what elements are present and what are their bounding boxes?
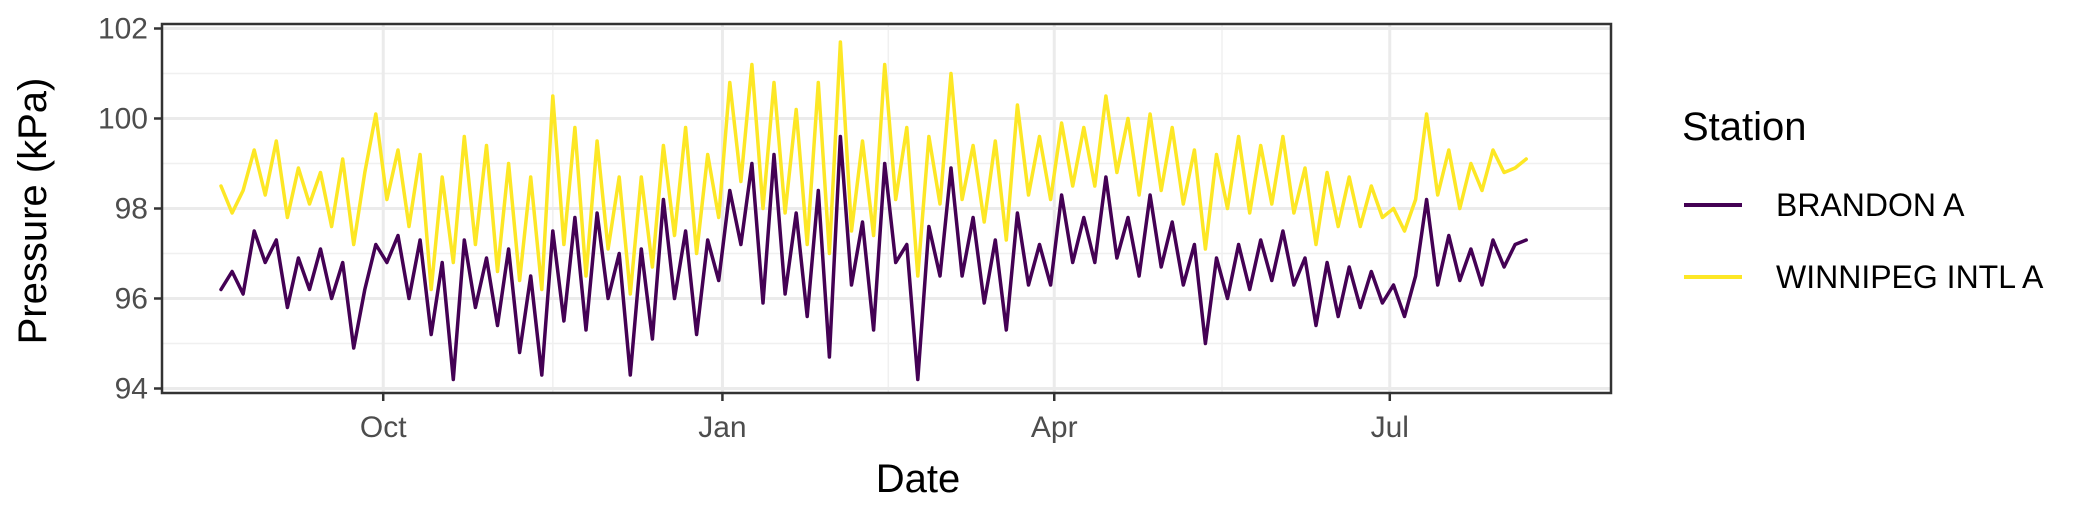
x-tick-label: Jan bbox=[698, 411, 746, 444]
x-axis: Oct Jan Apr Jul bbox=[360, 393, 1409, 444]
series-line-2 bbox=[219, 40, 1528, 296]
legend-label-1: BRANDON A bbox=[1776, 187, 1965, 223]
x-tick-label: Apr bbox=[1031, 411, 1078, 444]
y-axis-title: Pressure (kPa) bbox=[11, 78, 55, 345]
y-tick-label: 98 bbox=[115, 193, 148, 226]
legend-title: Station bbox=[1682, 105, 1807, 149]
y-tick-label: 102 bbox=[98, 13, 148, 46]
x-axis-title: Date bbox=[876, 457, 961, 501]
legend: Station BRANDON A WINNIPEG INTL A bbox=[1682, 105, 2044, 295]
series-line-1 bbox=[219, 134, 1528, 382]
y-tick-label: 100 bbox=[98, 103, 148, 136]
legend-label-2: WINNIPEG INTL A bbox=[1776, 259, 2044, 295]
x-tick-label: Oct bbox=[360, 411, 407, 444]
grid-major bbox=[162, 24, 1611, 393]
x-tick-label: Jul bbox=[1371, 411, 1409, 444]
series-layer bbox=[219, 40, 1528, 382]
y-axis: 94 96 98 100 102 bbox=[98, 13, 162, 406]
y-tick-label: 96 bbox=[115, 283, 148, 316]
y-tick-label: 94 bbox=[115, 373, 148, 406]
